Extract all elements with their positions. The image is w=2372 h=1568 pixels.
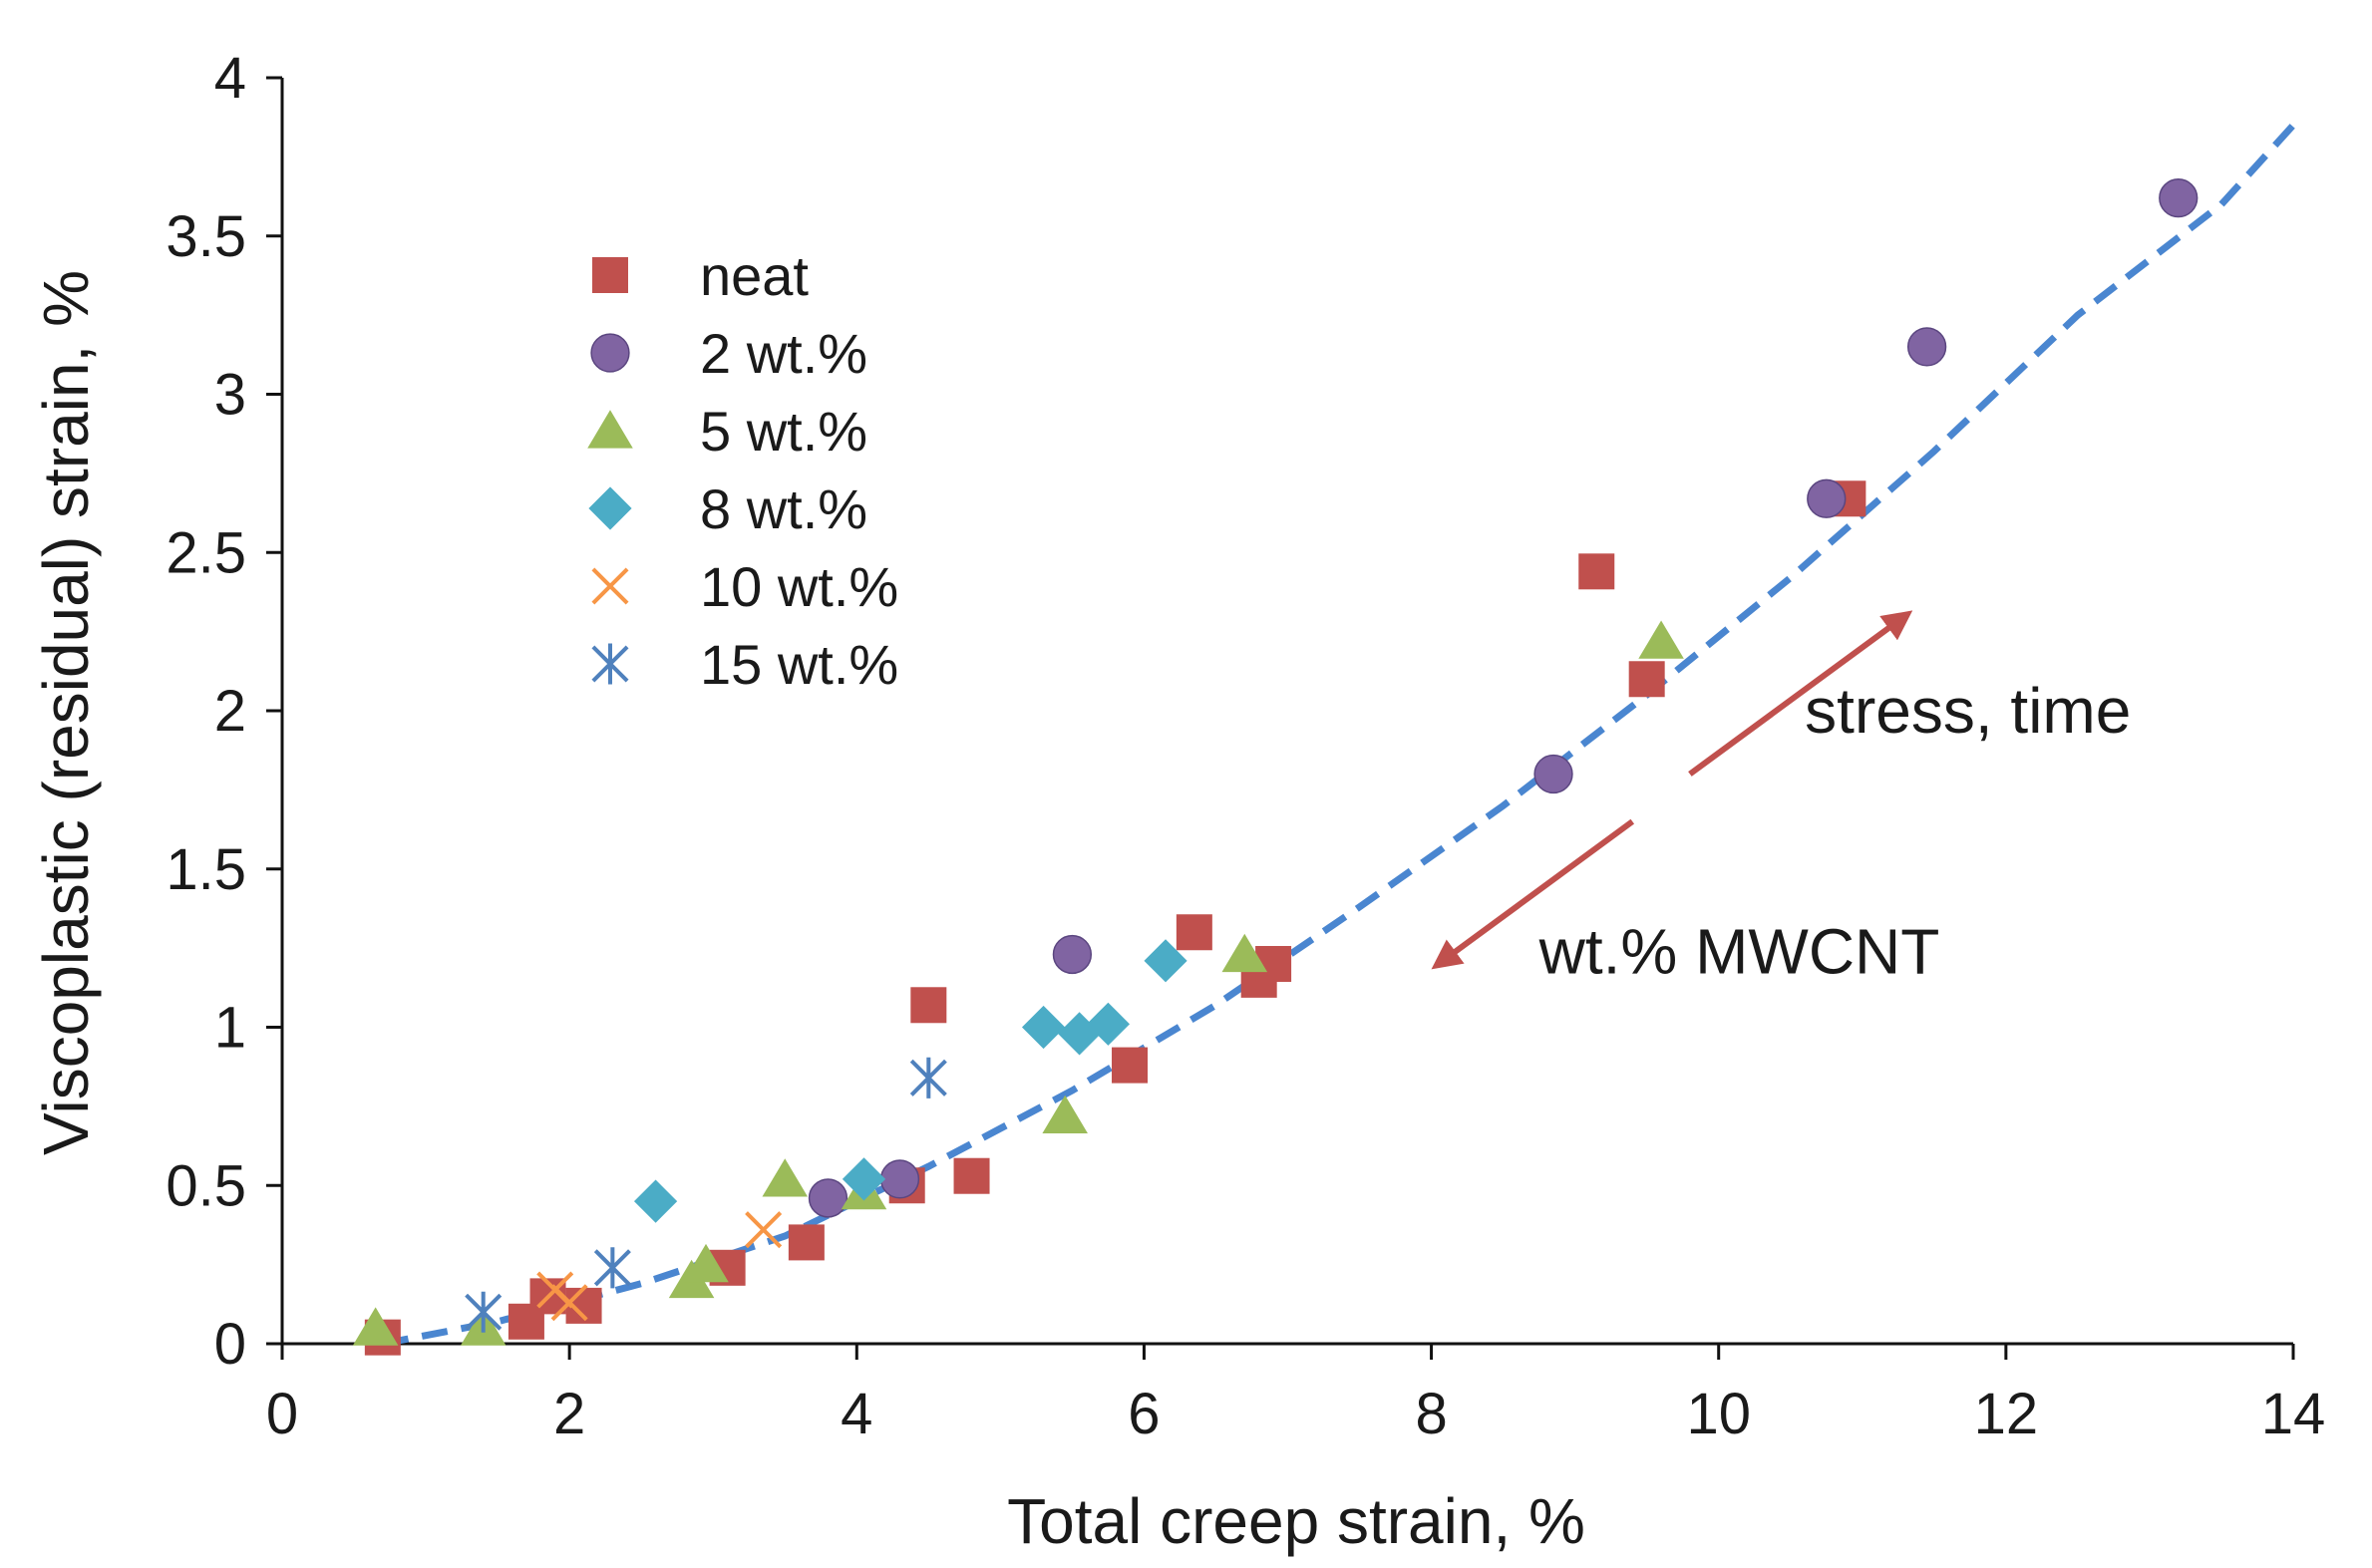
data-point bbox=[953, 1157, 990, 1194]
legend: neat 2 wt.% 5 wt.% 8 wt.% 10 wt.% 15 wt.% bbox=[587, 244, 898, 696]
data-point bbox=[683, 1243, 729, 1283]
data-point bbox=[352, 1307, 399, 1346]
trend-line-layer bbox=[382, 123, 2296, 1348]
data-point bbox=[593, 1247, 631, 1289]
data-point bbox=[1086, 1002, 1131, 1046]
data-point bbox=[1112, 1047, 1149, 1084]
legend-label: 2 wt.% bbox=[700, 322, 867, 385]
y-tick-label: 0 bbox=[214, 1312, 246, 1377]
x-tick-label: 14 bbox=[2261, 1382, 2326, 1446]
data-point bbox=[762, 1158, 809, 1197]
x-tick-label: 10 bbox=[1686, 1382, 1751, 1446]
legend-label: neat bbox=[700, 244, 809, 307]
data-point bbox=[1144, 939, 1187, 983]
series-5-wt- bbox=[352, 620, 1684, 1346]
data-point bbox=[1638, 620, 1684, 659]
data-point bbox=[1021, 1005, 1066, 1050]
data-point bbox=[879, 1159, 920, 1199]
data-point bbox=[808, 1178, 848, 1218]
tick-labels: 0 2 4 6 8 10 12 14 0 0.5 1 1.5 2 2.5 3 3.5 4 bbox=[166, 46, 2325, 1446]
y-tick-label: 1 bbox=[214, 996, 246, 1061]
annotation-label: stress, time bbox=[1805, 675, 2131, 747]
data-points bbox=[352, 178, 2199, 1356]
data-point bbox=[633, 1179, 678, 1223]
data-point bbox=[1807, 478, 1847, 518]
data-point bbox=[842, 1157, 886, 1201]
legend-label: 15 wt.% bbox=[700, 633, 898, 696]
y-tick-label: 1.5 bbox=[166, 837, 246, 902]
y-axis-title: Viscoplastic (residual) strain, % bbox=[30, 270, 102, 1155]
y-tick-label: 4 bbox=[214, 46, 246, 111]
annotations: stress, time wt.% MWCNT bbox=[1431, 610, 2131, 988]
data-point bbox=[1578, 553, 1615, 590]
y-tick-label: 0.5 bbox=[166, 1153, 246, 1218]
legend-marker bbox=[587, 410, 633, 449]
series-15-wt- bbox=[465, 1057, 947, 1333]
y-tick-label: 2.5 bbox=[166, 520, 246, 585]
data-point bbox=[1176, 914, 1212, 951]
data-point bbox=[550, 1284, 588, 1322]
x-tick-label: 4 bbox=[841, 1382, 872, 1446]
legend-marker bbox=[592, 257, 628, 293]
data-point bbox=[910, 987, 947, 1024]
x-tick-label: 8 bbox=[1415, 1382, 1447, 1446]
legend-marker bbox=[591, 643, 629, 685]
legend-label: 10 wt.% bbox=[700, 555, 898, 618]
series-neat bbox=[364, 480, 1866, 1356]
data-point bbox=[1906, 327, 1947, 367]
data-point bbox=[465, 1291, 503, 1333]
legend-label: 8 wt.% bbox=[700, 477, 867, 540]
legend-label: 5 wt.% bbox=[700, 400, 867, 463]
annotation-arrow bbox=[1688, 610, 1913, 777]
data-point bbox=[1628, 661, 1665, 698]
annotation-arrow bbox=[1431, 818, 1635, 970]
x-tick-label: 2 bbox=[553, 1382, 585, 1446]
y-tick-label: 2 bbox=[214, 679, 246, 744]
y-tick-label: 3.5 bbox=[166, 204, 246, 269]
legend-marker bbox=[591, 567, 629, 605]
data-point bbox=[788, 1224, 825, 1261]
legend-marker bbox=[590, 333, 630, 373]
data-point bbox=[1533, 754, 1573, 794]
data-point bbox=[745, 1211, 783, 1249]
data-point bbox=[1221, 933, 1268, 973]
x-tick-label: 0 bbox=[266, 1382, 298, 1446]
series-8-wt- bbox=[633, 939, 1187, 1223]
x-axis-title: Total creep strain, % bbox=[1007, 1485, 1585, 1557]
legend-marker bbox=[588, 486, 632, 530]
y-tick-label: 3 bbox=[214, 363, 246, 428]
x-tick-label: 12 bbox=[1974, 1382, 2039, 1446]
series-10-wt- bbox=[536, 1211, 783, 1322]
data-point bbox=[2159, 178, 2199, 218]
data-point bbox=[909, 1057, 947, 1098]
data-point bbox=[1042, 1095, 1088, 1133]
annotation-label: wt.% MWCNT bbox=[1538, 916, 1940, 988]
data-point bbox=[1052, 934, 1093, 975]
axes bbox=[266, 76, 2295, 1360]
trend-line bbox=[382, 123, 2296, 1348]
x-tick-label: 6 bbox=[1128, 1382, 1160, 1446]
